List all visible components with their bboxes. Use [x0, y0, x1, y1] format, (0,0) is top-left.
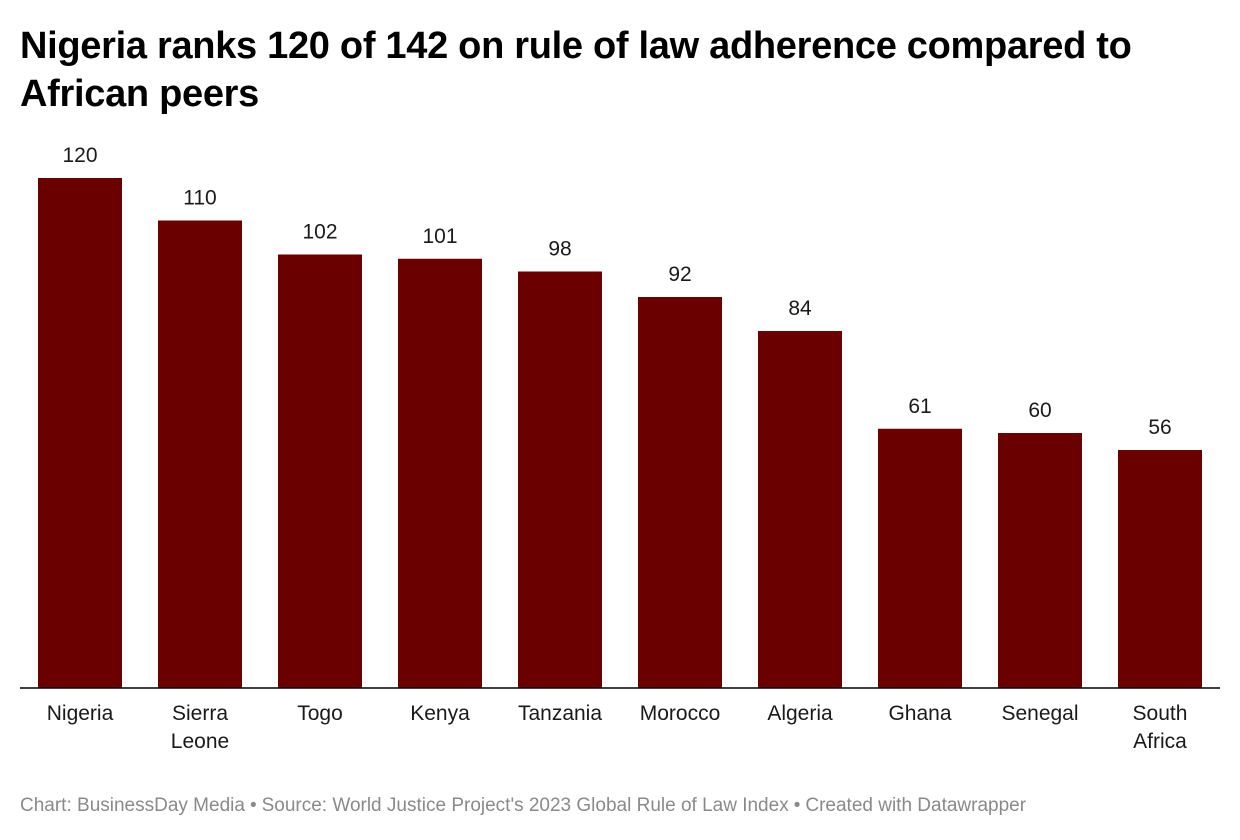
bar — [878, 428, 962, 688]
bar — [518, 271, 602, 688]
category-label: Algeria — [767, 702, 833, 725]
bar-value-label: 84 — [788, 297, 812, 320]
bar-value-label: 102 — [302, 221, 337, 244]
chart-footer: Chart: BusinessDay Media • Source: World J… — [20, 795, 1026, 817]
category-label: Morocco — [640, 702, 721, 725]
bar-value-label: 92 — [668, 263, 691, 286]
chart-credit: Chart: BusinessDay Media — [20, 795, 245, 816]
category-label: Senegal — [1001, 702, 1078, 725]
chart-title: Nigeria ranks 120 of 142 on rule of law … — [20, 25, 1132, 115]
bar-value-label: 61 — [908, 395, 931, 418]
category-label: Sierra Leone — [171, 702, 229, 753]
footer-separator: • — [249, 795, 257, 816]
category-label: Nigeria — [47, 702, 114, 725]
category-label: South Africa — [1133, 702, 1188, 753]
bar — [398, 258, 482, 688]
bar — [158, 220, 242, 688]
bar-value-label: 98 — [548, 238, 571, 261]
bar — [38, 178, 122, 688]
bar — [638, 297, 722, 688]
category-label: Togo — [297, 702, 343, 725]
source-note: Source: World Justice Project's 2023 Glo… — [261, 795, 789, 816]
bar-value-label: 60 — [1028, 399, 1051, 422]
bar-value-label: 101 — [422, 225, 457, 248]
category-labels-group: Nigeria Sierra Leone Togo Kenya Tanzania Moroc… — [47, 702, 1188, 753]
bar — [1118, 450, 1202, 688]
bar-value-label: 56 — [1148, 416, 1171, 439]
bar — [278, 254, 362, 688]
bar — [758, 331, 842, 688]
bar-value-label: 110 — [183, 187, 216, 210]
bar — [998, 433, 1082, 688]
category-label: Ghana — [888, 702, 951, 725]
bars-group — [38, 178, 1202, 688]
datawrapper-credit: Created with Datawrapper — [805, 795, 1027, 816]
category-label: Kenya — [410, 702, 470, 725]
value-labels-group: 120 110 102 101 98 92 84 61 60 56 — [62, 144, 1171, 439]
category-label: Tanzania — [518, 702, 602, 725]
bar-value-label: 120 — [62, 144, 97, 167]
footer-separator: • — [793, 795, 801, 816]
